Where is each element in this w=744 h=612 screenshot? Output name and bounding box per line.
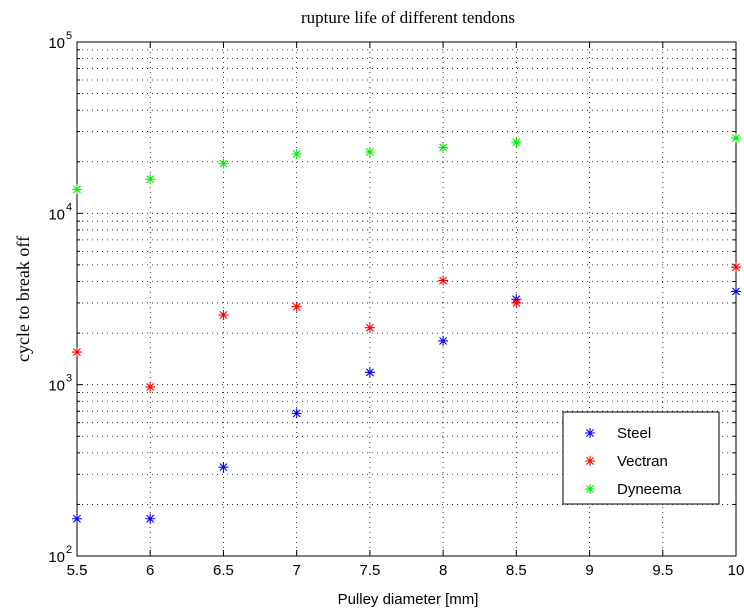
vectran-point — [218, 310, 229, 321]
dyneema-point — [438, 142, 449, 153]
y-tick-label: 10 — [48, 35, 65, 52]
legend-marker-steel — [585, 428, 595, 438]
steel-point — [218, 462, 229, 473]
ticks — [76, 41, 737, 557]
axes-frame — [76, 41, 737, 557]
dyneema-point — [511, 137, 522, 148]
dyneema-point — [364, 147, 375, 158]
x-tick-labels: 5.5 6 6.5 7 7.5 8 8.5 9 9.5 10 — [67, 562, 744, 579]
y-tick-label: 10 — [48, 206, 65, 223]
x-tick-label: 7.5 — [359, 562, 380, 579]
x-tick-label: 5.5 — [67, 562, 88, 579]
x-tick-label: 10 — [728, 562, 744, 579]
x-tick-label: 9.5 — [652, 562, 673, 579]
legend: Steel Vectran Dyneema — [562, 411, 720, 505]
dyneema-point — [291, 148, 302, 159]
dyneema-point — [145, 174, 156, 185]
vectran-point — [364, 322, 375, 333]
y-tick-exponent: 5 — [66, 30, 72, 42]
x-tick-label: 6 — [146, 562, 154, 579]
vectran-point — [511, 297, 522, 308]
legend-marker-vectran — [585, 456, 595, 466]
steel-point — [438, 335, 449, 346]
steel-point — [731, 286, 741, 297]
y-tick-label: 10 — [48, 549, 65, 566]
chart-title: rupture life of different tendons — [301, 8, 515, 27]
x-tick-label: 9 — [585, 562, 593, 579]
y-tick-exponent: 4 — [66, 201, 72, 213]
steel-point — [364, 367, 375, 378]
x-axis-label: Pulley diameter [mm] — [338, 591, 479, 608]
x-tick-label: 8.5 — [506, 562, 527, 579]
legend-marker-dyneema — [585, 484, 595, 494]
steel-point — [145, 513, 156, 524]
legend-label-dyneema: Dyneema — [617, 481, 682, 498]
y-tick-exponent: 3 — [66, 373, 72, 385]
x-tick-label: 6.5 — [213, 562, 234, 579]
dyneema-point — [72, 184, 82, 195]
vectran-point — [438, 275, 449, 286]
dyneema-point — [218, 158, 229, 169]
vectran-point — [72, 347, 82, 358]
steel-point — [291, 408, 302, 419]
x-tick-label: 7 — [292, 562, 300, 579]
y-tick-label: 10 — [48, 378, 65, 395]
y-axis-label: cycle to break off — [13, 236, 33, 362]
vectran-point — [731, 262, 741, 273]
y-tick-exponent: 2 — [66, 544, 72, 556]
legend-box — [562, 411, 720, 505]
steel-point — [72, 513, 82, 524]
legend-label-steel: Steel — [617, 425, 651, 442]
grid — [77, 42, 736, 556]
vectran-point — [291, 301, 302, 312]
dyneema-point — [731, 133, 741, 144]
x-tick-label: 8 — [439, 562, 447, 579]
vectran-point — [145, 381, 156, 392]
legend-label-vectran: Vectran — [617, 453, 668, 470]
data-points — [72, 133, 741, 524]
